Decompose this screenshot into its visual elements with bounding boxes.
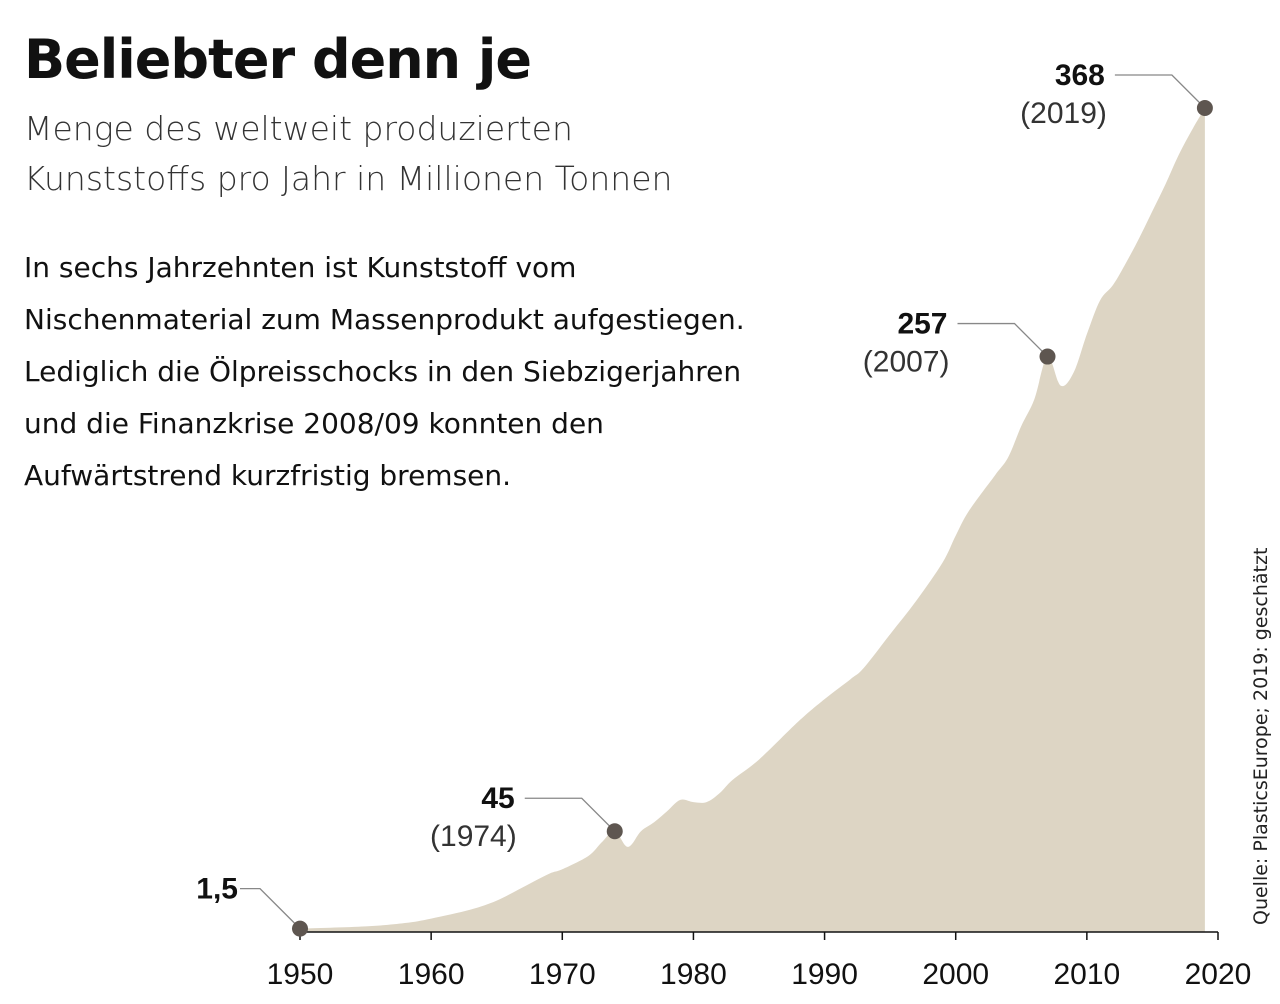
annotation-value: 45	[481, 782, 514, 815]
x-tick-label: 2010	[1053, 958, 1120, 991]
annotation-value: 368	[1055, 59, 1105, 92]
leader-line	[957, 322, 1048, 358]
x-tick-label: 1990	[791, 958, 858, 991]
x-tick-label: 1960	[398, 958, 465, 991]
data-point-marker	[1196, 100, 1213, 116]
chart-description: In sechs Jahrzehnten ist Kunststoff vom …	[24, 251, 745, 492]
data-point-marker	[292, 920, 308, 937]
chart-title: Beliebter denn je	[24, 28, 532, 91]
leader-line	[240, 887, 301, 930]
leader-line	[524, 797, 616, 832]
annotation-value: 257	[897, 308, 947, 341]
x-tick-label: 1950	[267, 958, 334, 991]
annotation-year: (1974)	[430, 820, 517, 853]
leader-line	[1114, 74, 1206, 109]
x-tick-label: 2000	[922, 958, 989, 991]
annotation-year: (2007)	[863, 346, 950, 379]
data-point-marker	[606, 823, 623, 840]
data-point-marker	[1039, 348, 1056, 365]
annotation-year: (2019)	[1020, 97, 1107, 130]
x-tick-label: 1980	[660, 958, 727, 991]
annotation-value: 1,5	[196, 873, 238, 906]
area-series	[300, 108, 1205, 932]
x-tick-label: 1970	[529, 958, 596, 991]
chart-subtitle: Menge des weltweit produzierten Kunststo…	[24, 109, 673, 198]
x-tick-label: 2020	[1185, 958, 1252, 991]
